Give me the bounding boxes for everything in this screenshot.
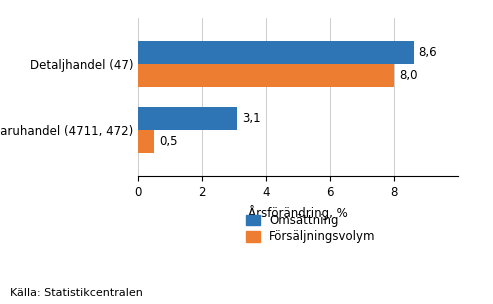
- Bar: [138, 130, 154, 153]
- Text: 8,6: 8,6: [419, 46, 437, 59]
- Bar: [138, 107, 238, 130]
- Text: 3,1: 3,1: [242, 112, 261, 125]
- Bar: [138, 41, 414, 64]
- Text: 8,0: 8,0: [399, 69, 418, 82]
- Bar: [138, 64, 394, 88]
- Text: Källa: Statistikcentralen: Källa: Statistikcentralen: [10, 288, 143, 298]
- Text: 0,5: 0,5: [159, 135, 177, 148]
- X-axis label: Årsförändring, %: Årsförändring, %: [248, 205, 348, 219]
- Legend: Omsättning, Försäljningsvolym: Omsättning, Försäljningsvolym: [246, 214, 376, 244]
